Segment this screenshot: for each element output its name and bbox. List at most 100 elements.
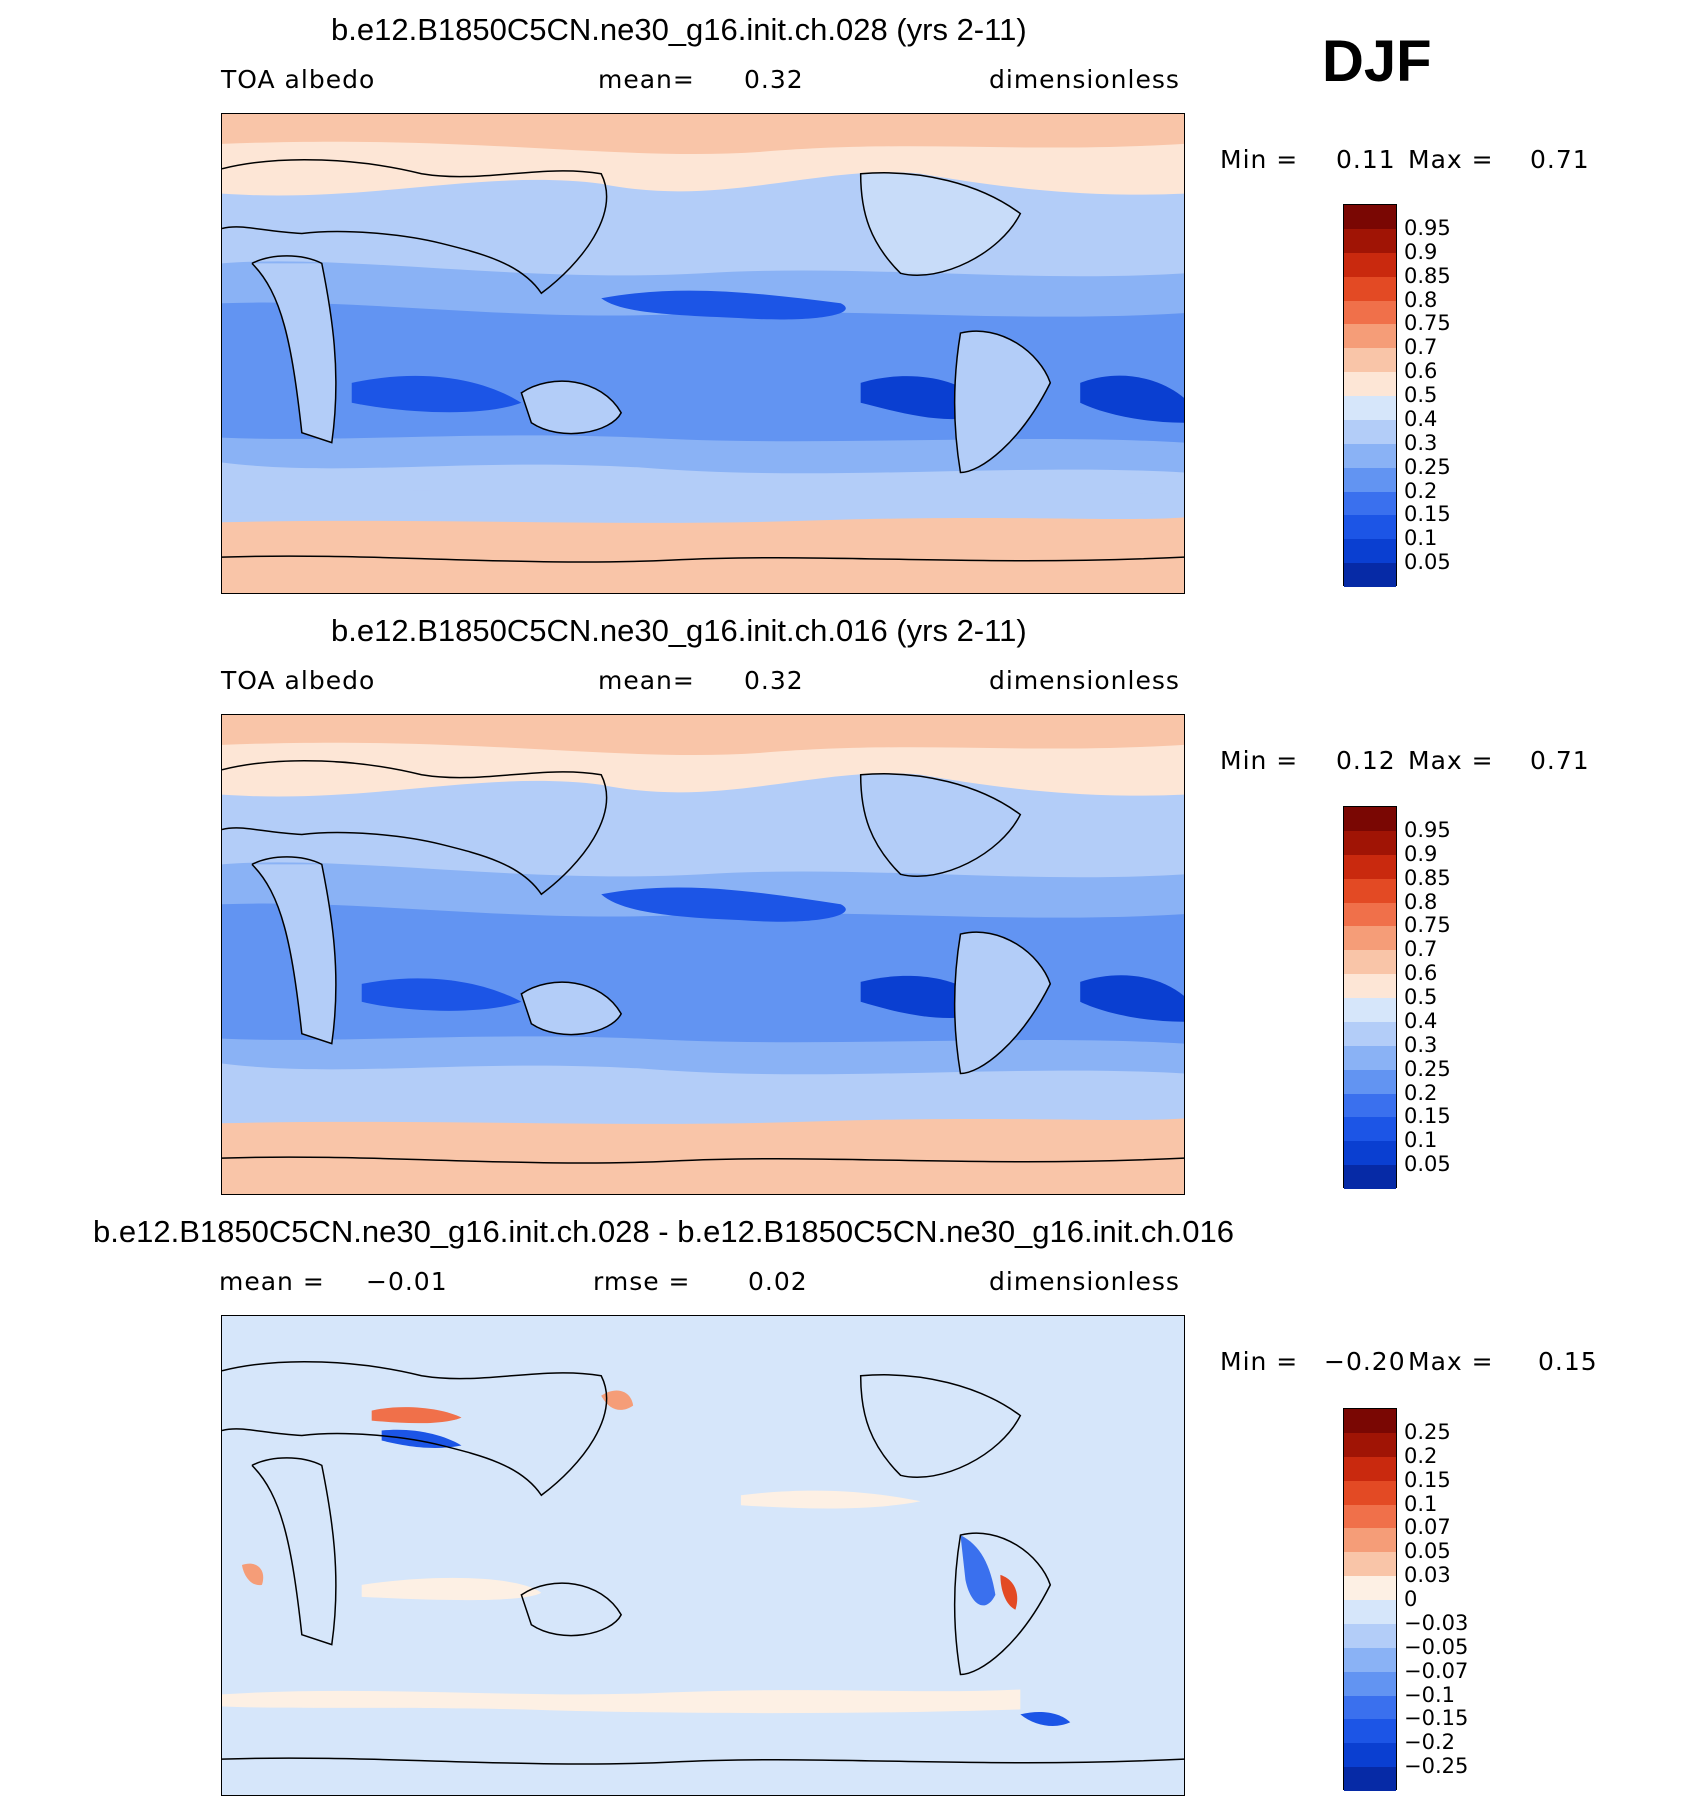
panel1-variable-label: TOA albedo <box>221 65 376 94</box>
colorbar-swatch <box>1344 878 1396 903</box>
colorbar-swatch <box>1344 419 1396 444</box>
colorbar-swatch <box>1344 1647 1396 1672</box>
colorbar-swatch <box>1344 974 1396 998</box>
colorbar-swatch <box>1344 1671 1396 1696</box>
panel3-mean-label: mean = <box>219 1267 325 1296</box>
colorbar-swatch <box>1344 1069 1396 1094</box>
colorbar-swatch <box>1344 1743 1396 1768</box>
colorbar-level-label: 0.1 <box>1404 1128 1438 1153</box>
colorbar-level-label: 0.75 <box>1404 311 1451 336</box>
panel2-units: dimensionless <box>989 666 1180 695</box>
colorbar-level-label: 0.07 <box>1404 1515 1451 1540</box>
colorbar-level-label: −0.25 <box>1404 1754 1469 1779</box>
panel3-colorbar <box>1343 1408 1397 1791</box>
panel1-units: dimensionless <box>989 65 1180 94</box>
panel3-max-value: 0.15 <box>1538 1347 1598 1376</box>
colorbar-swatch <box>1344 1600 1396 1624</box>
colorbar-level-label: 0.05 <box>1404 1152 1451 1177</box>
panel1-min-value: 0.11 <box>1336 145 1396 174</box>
panel1-colorbar <box>1343 204 1397 587</box>
colorbar-level-label: 0.7 <box>1404 335 1438 360</box>
panel2-title: b.e12.B1850C5CN.ne30_g16.init.ch.016 (yr… <box>331 613 1027 648</box>
colorbar-swatch <box>1344 1456 1396 1481</box>
colorbar-level-label: 0.05 <box>1404 1539 1451 1564</box>
colorbar-level-label: 0.25 <box>1404 1419 1451 1444</box>
colorbar-level-label: 0.7 <box>1404 937 1438 962</box>
colorbar-level-label: −0.05 <box>1404 1634 1469 1659</box>
panel2-min-label: Min = <box>1220 746 1299 775</box>
panel2-min-value: 0.12 <box>1336 746 1396 775</box>
colorbar-swatch <box>1344 563 1396 587</box>
colorbar-level-label: −0.2 <box>1404 1730 1455 1755</box>
colorbar-swatch <box>1344 926 1396 951</box>
colorbar-swatch <box>1344 205 1396 229</box>
panel2-max-label: Max = <box>1408 746 1494 775</box>
panel2-albedo-map <box>221 714 1185 1195</box>
colorbar-level-label: 0.6 <box>1404 359 1438 384</box>
season-label: DJF <box>1322 29 1432 94</box>
colorbar-swatch <box>1344 491 1396 516</box>
colorbar-swatch <box>1344 1480 1396 1505</box>
panel3-rmse-label: rmse = <box>593 1267 691 1296</box>
colorbar-level-label: 0.8 <box>1404 287 1438 312</box>
colorbar-level-label: 0.3 <box>1404 1032 1438 1057</box>
colorbar-swatch <box>1344 348 1396 373</box>
colorbar-level-label: 0.75 <box>1404 913 1451 938</box>
colorbar-level-label: 0.95 <box>1404 817 1451 842</box>
colorbar-level-label: 0.1 <box>1404 1491 1438 1516</box>
colorbar-swatch <box>1344 1141 1396 1166</box>
colorbar-swatch <box>1344 1165 1396 1189</box>
colorbar-swatch <box>1344 1093 1396 1118</box>
panel3-min-value: −0.20 <box>1324 1347 1406 1376</box>
colorbar-level-label: 0.15 <box>1404 502 1451 527</box>
panel3-title: b.e12.B1850C5CN.ne30_g16.init.ch.028 - b… <box>93 1214 1234 1249</box>
colorbar-swatch <box>1344 1767 1396 1791</box>
panel1-mean-label: mean= <box>598 65 695 94</box>
colorbar-swatch <box>1344 998 1396 1022</box>
panel3-rmse-value: 0.02 <box>748 1267 808 1296</box>
panel2-variable-label: TOA albedo <box>221 666 376 695</box>
panel1-albedo-map <box>221 113 1185 594</box>
colorbar-swatch <box>1344 1576 1396 1600</box>
colorbar-swatch <box>1344 902 1396 927</box>
colorbar-level-label: 0 <box>1404 1587 1418 1611</box>
colorbar-swatch <box>1344 372 1396 396</box>
panel3-min-label: Min = <box>1220 1347 1299 1376</box>
colorbar-level-label: −0.1 <box>1404 1682 1455 1707</box>
colorbar-level-label: 0.85 <box>1404 865 1451 890</box>
colorbar-swatch <box>1344 252 1396 277</box>
colorbar-swatch <box>1344 807 1396 831</box>
colorbar-swatch <box>1344 324 1396 349</box>
colorbar-level-label: −0.07 <box>1404 1658 1469 1683</box>
colorbar-level-label: 0.3 <box>1404 430 1438 455</box>
colorbar-level-label: 0.95 <box>1404 215 1451 240</box>
colorbar-swatch <box>1344 1528 1396 1553</box>
colorbar-level-label: 0.8 <box>1404 889 1438 914</box>
colorbar-level-label: 0.5 <box>1404 985 1438 1009</box>
colorbar-swatch <box>1344 1695 1396 1720</box>
colorbar-level-label: −0.15 <box>1404 1706 1469 1731</box>
colorbar-swatch <box>1344 396 1396 420</box>
colorbar-swatch <box>1344 950 1396 975</box>
colorbar-level-label: 0.25 <box>1404 454 1451 479</box>
colorbar-level-label: 0.15 <box>1404 1104 1451 1129</box>
colorbar-swatch <box>1344 1552 1396 1577</box>
colorbar-swatch <box>1344 1045 1396 1070</box>
colorbar-swatch <box>1344 1021 1396 1046</box>
panel3-max-label: Max = <box>1408 1347 1494 1376</box>
colorbar-swatch <box>1344 276 1396 301</box>
colorbar-level-label: 0.2 <box>1404 1080 1438 1105</box>
panel3-difference-map <box>221 1315 1185 1796</box>
panel2-mean-value: 0.32 <box>744 666 804 695</box>
panel2-colorbar <box>1343 806 1397 1189</box>
colorbar-swatch <box>1344 1504 1396 1529</box>
colorbar-level-label: 0.25 <box>1404 1056 1451 1081</box>
panel1-max-label: Max = <box>1408 145 1494 174</box>
panel1-max-value: 0.71 <box>1530 145 1590 174</box>
colorbar-swatch <box>1344 228 1396 253</box>
colorbar-swatch <box>1344 1719 1396 1744</box>
colorbar-swatch <box>1344 1432 1396 1457</box>
colorbar-level-label: 0.4 <box>1404 1008 1438 1033</box>
colorbar-level-label: 0.2 <box>1404 478 1438 503</box>
colorbar-level-label: 0.15 <box>1404 1467 1451 1492</box>
